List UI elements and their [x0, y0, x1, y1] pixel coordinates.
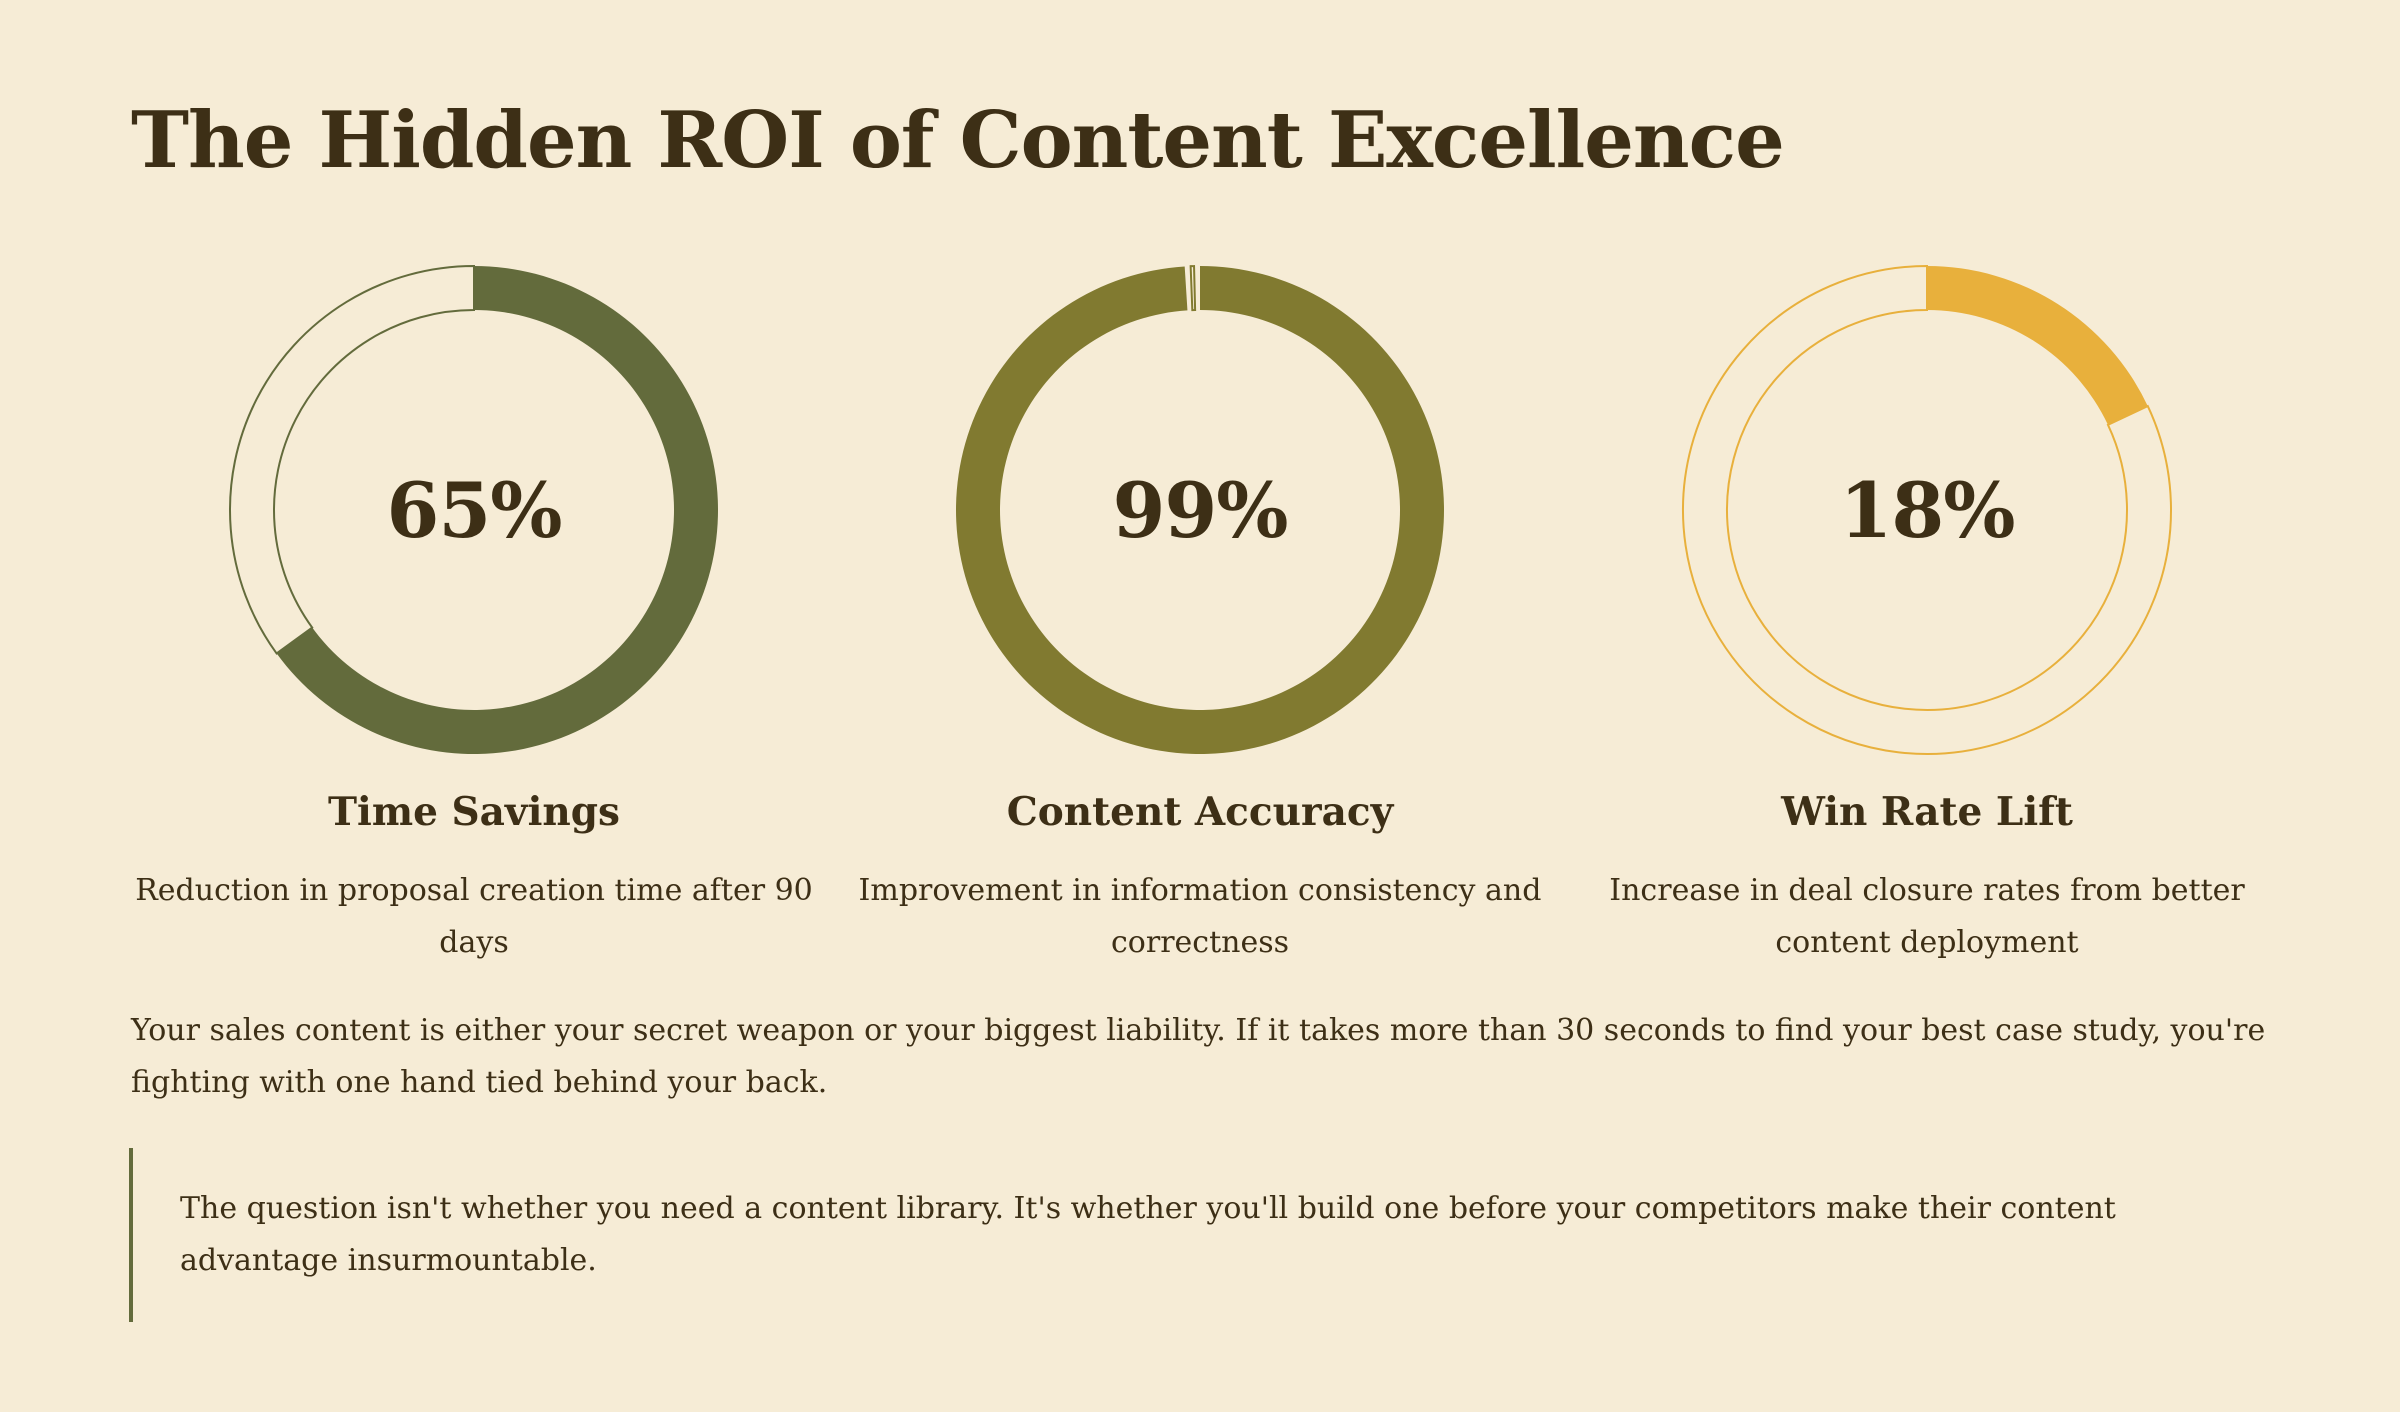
- quote-text: The question isn't whether you need a co…: [180, 1191, 2116, 1278]
- body-paragraph: Your sales content is either your secret…: [131, 1013, 2266, 1100]
- donut-chart: 18%: [1677, 260, 2177, 760]
- stat-label: Content Accuracy: [1006, 789, 1394, 835]
- donut-svg: [955, 265, 1444, 754]
- stat-description: Reduction in proposal creation time afte…: [135, 873, 813, 960]
- stat-time-savings: 65% Time Savings Reduction in proposal c…: [124, 260, 824, 980]
- stat-content-accuracy: 99% Content Accuracy Improvement in info…: [850, 260, 1550, 980]
- stat-value: 99%: [1112, 465, 1289, 555]
- donut-remainder-segment: [1682, 264, 2172, 755]
- donut-remainder-segment: [1189, 265, 1197, 312]
- donut-chart: 65%: [224, 260, 724, 760]
- stat-description: Improvement in information consistency a…: [858, 873, 1542, 960]
- stat-label: Time Savings: [328, 789, 620, 835]
- page-title: The Hidden ROI of Content Excellence: [131, 95, 1785, 186]
- stat-description: Increase in deal closure rates from bett…: [1609, 873, 2245, 960]
- donut-value-segment: [1927, 266, 2148, 425]
- stat-value: 18%: [1839, 465, 2016, 555]
- donut-remainder-segment: [229, 264, 475, 655]
- donut-svg: [229, 264, 718, 755]
- pull-quote: The question isn't whether you need a co…: [129, 1148, 2283, 1322]
- donut-chart: 99%: [950, 260, 1450, 760]
- donut-svg: [1682, 264, 2172, 755]
- stat-value: 65%: [386, 465, 563, 555]
- stat-label: Win Rate Lift: [1781, 789, 2073, 835]
- stat-win-rate-lift: 18% Win Rate Lift Increase in deal closu…: [1577, 260, 2277, 980]
